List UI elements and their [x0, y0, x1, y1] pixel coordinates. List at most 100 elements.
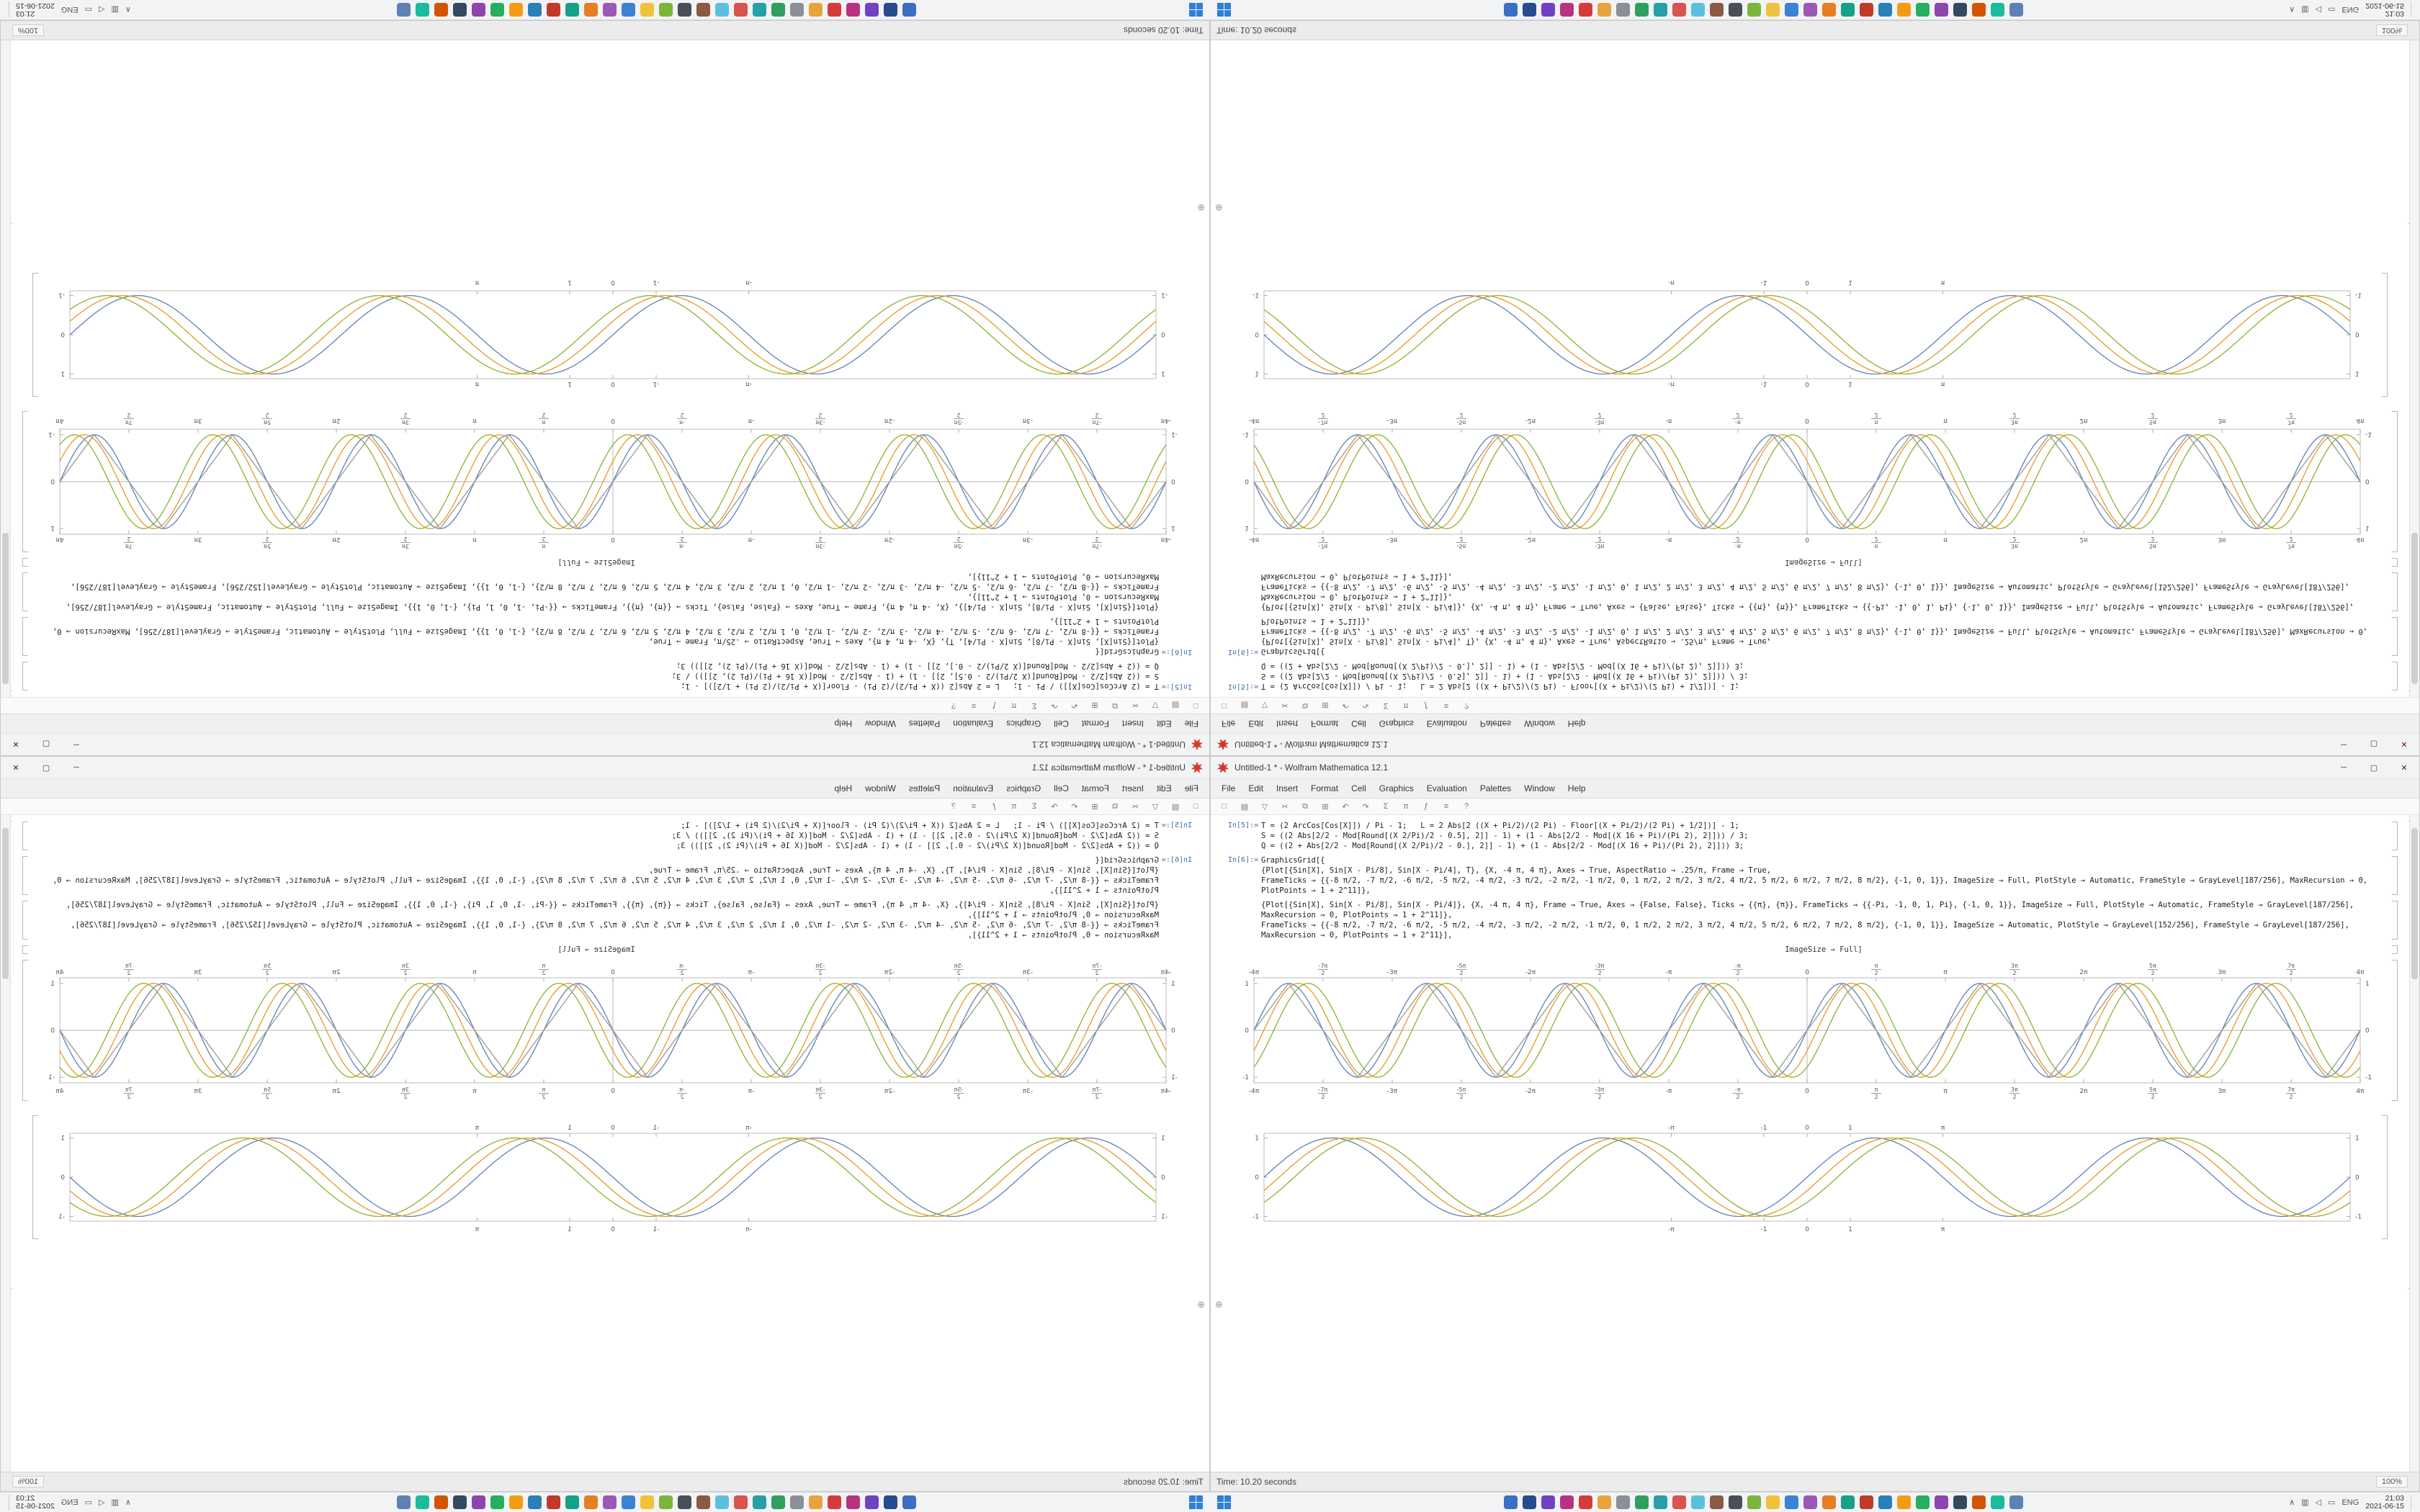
taskbar-app-icon-12[interactable] [1709, 1495, 1724, 1509]
cell-bracket[interactable] [2392, 558, 2398, 567]
taskbar-app-icon-7[interactable] [1615, 1495, 1630, 1509]
undo-icon[interactable]: ↶ [1342, 701, 1349, 710]
menu-item-format[interactable]: Format [1081, 783, 1109, 793]
pi-icon[interactable]: π [1011, 701, 1017, 710]
taskbar-app-icon-7[interactable] [790, 1495, 805, 1509]
redo-icon[interactable]: ↷ [1362, 701, 1369, 710]
menu-item-palettes[interactable]: Palettes [908, 719, 941, 729]
cell-code[interactable]: T = (2 ArcCos[Cos[X]]) / Pi - 1; L = 2 A… [34, 821, 1159, 851]
cell-bracket[interactable] [22, 558, 28, 567]
output-cell-bracket[interactable] [32, 273, 38, 397]
code-line[interactable]: Q = ((2 + Abs[2/2 - Mod[Round[(X 2/Pi)/2… [676, 662, 1159, 670]
taskbar-app-icon-26[interactable] [1971, 1495, 1986, 1509]
output-cell-bracket[interactable] [2382, 1115, 2388, 1239]
taskbar-app-icon-6[interactable] [809, 3, 823, 17]
show-desktop-button[interactable] [2411, 1, 2414, 18]
taskbar-app-icon-13[interactable] [1728, 1495, 1742, 1509]
code-line[interactable]: S = ((2 Abs[2/2 - Mod[Round[(X 2/Pi)/2 -… [671, 672, 1159, 680]
menu-item-evaluation[interactable]: Evaluation [1426, 719, 1467, 729]
taskbar-app-icon-17[interactable] [1803, 3, 1817, 17]
taskbar-app-icon-11[interactable] [1690, 1495, 1705, 1509]
code-line[interactable]: FrameTicks → {{-8 π/2, -7 π/2, -6 π/2, -… [1261, 617, 2372, 636]
taskbar-app-icon-25[interactable] [453, 1495, 467, 1509]
taskbar-app-icon-2[interactable] [1522, 3, 1536, 17]
code-line[interactable]: FrameTicks → {{-8 π/2, -7 π/2, -6 π/2, -… [1261, 921, 2354, 940]
taskbar-app-icon-8[interactable] [771, 3, 786, 17]
cell-bracket[interactable] [2392, 856, 2398, 895]
menu-item-edit[interactable]: Edit [1248, 719, 1264, 729]
taskbar-app-icon-9[interactable] [753, 3, 767, 17]
menu-item-insert[interactable]: Insert [1276, 783, 1299, 793]
start-button[interactable] [1188, 3, 1203, 17]
vertical-scrollbar[interactable] [2409, 815, 2419, 1472]
vertical-scrollbar[interactable] [2409, 40, 2419, 697]
show-desktop-button[interactable] [6, 1, 9, 18]
cut-icon[interactable]: ✂ [1131, 701, 1139, 710]
menu-item-insert[interactable]: Insert [1121, 719, 1144, 729]
taskbar-app-icon-26[interactable] [1971, 3, 1986, 17]
minimize-button[interactable]: ─ [2341, 740, 2347, 749]
taskbar-app-icon-9[interactable] [753, 1495, 767, 1509]
cut-icon[interactable]: ✂ [1281, 701, 1289, 710]
code-line[interactable]: ImageSize → Full] [557, 558, 635, 567]
code-line[interactable]: Q = ((2 + Abs[2/2 - Mod[Round[(X 2/Pi)/2… [1261, 662, 1744, 670]
taskbar-app-icon-20[interactable] [1859, 1495, 1873, 1509]
taskbar-app-icon-21[interactable] [1878, 3, 1892, 17]
code-line[interactable]: {Plot[{Sin[X], Sin[X - Pi/8], Sin[X - Pi… [648, 637, 1159, 646]
taskbar-app-icon-15[interactable] [1765, 3, 1780, 17]
sum-icon[interactable]: Σ [1383, 701, 1389, 710]
taskbar-clock[interactable]: 21:03 2021-06-15 [2365, 1494, 2404, 1511]
code-line[interactable]: FrameTicks → {{-8 π/2, -7 π/2, -6 π/2, -… [1261, 876, 2372, 895]
taskbar-app-icon-19[interactable] [565, 1495, 580, 1509]
taskbar-app-icon-15[interactable] [640, 3, 655, 17]
code-line[interactable]: {Plot[{Sin[X], Sin[X - Pi/8], Sin[X - Pi… [61, 901, 1159, 919]
code-line[interactable]: FrameTicks → {{-8 π/2, -7 π/2, -6 π/2, -… [66, 572, 1159, 591]
chevron-up-icon[interactable]: ∧ [2289, 5, 2295, 14]
menu-item-format[interactable]: Format [1081, 719, 1109, 729]
open-icon[interactable]: ▤ [1171, 802, 1180, 811]
options-icon[interactable]: ≡ [971, 802, 977, 811]
menu-item-file[interactable]: File [1222, 783, 1236, 793]
code-line[interactable]: T = (2 ArcCos[Cos[X]]) / Pi - 1; L = 2 A… [1261, 682, 1739, 690]
taskbar-app-icon-7[interactable] [1615, 3, 1630, 17]
volume-icon[interactable]: ◁ [98, 5, 105, 14]
cut-icon[interactable]: ✂ [1281, 802, 1289, 811]
zoom-level[interactable]: 100% [12, 24, 45, 36]
zoom-level[interactable]: 100% [2375, 24, 2408, 36]
menu-item-cell[interactable]: Cell [1351, 719, 1366, 729]
minimize-button[interactable]: ─ [73, 740, 79, 749]
taskbar-app-icon-14[interactable] [1747, 1495, 1761, 1509]
taskbar-app-icon-17[interactable] [603, 3, 617, 17]
new-notebook-icon[interactable]: □ [1222, 701, 1227, 710]
scrollbar-thumb[interactable] [2411, 828, 2418, 979]
redo-icon[interactable]: ↷ [1051, 802, 1058, 811]
taskbar-app-icon-18[interactable] [584, 3, 599, 17]
save-icon[interactable]: ▽ [1152, 802, 1159, 811]
taskbar-app-icon-20[interactable] [547, 1495, 561, 1509]
cell-code[interactable]: {Plot[{Sin[X], Sin[X - Pi/8], Sin[X - Pi… [1261, 900, 2386, 940]
insert-cell-button[interactable]: ⊕ [1215, 1299, 1223, 1310]
taskbar-app-icon-10[interactable] [734, 3, 748, 17]
taskbar-app-icon-16[interactable] [1784, 1495, 1798, 1509]
taskbar-app-icon-27[interactable] [1990, 3, 2004, 17]
menu-item-palettes[interactable]: Palettes [908, 783, 941, 793]
taskbar-app-icon-16[interactable] [1784, 3, 1798, 17]
cell-code[interactable]: ImageSize → Full] [34, 557, 1159, 567]
taskbar-app-icon-18[interactable] [1821, 1495, 1836, 1509]
zoom-level[interactable]: 100% [2375, 1476, 2408, 1488]
close-button[interactable]: ✕ [12, 763, 19, 773]
taskbar-app-icon-8[interactable] [1634, 1495, 1649, 1509]
redo-icon[interactable]: ↷ [1362, 802, 1369, 811]
menu-item-help[interactable]: Help [1567, 719, 1586, 729]
taskbar-app-icon-11[interactable] [1690, 3, 1705, 17]
taskbar-app-icon-19[interactable] [1840, 3, 1855, 17]
language-indicator[interactable]: ENG [2341, 5, 2360, 14]
menu-item-help[interactable]: Help [834, 719, 853, 729]
menu-item-file[interactable]: File [1184, 783, 1198, 793]
paste-icon[interactable]: ⊞ [1322, 701, 1329, 710]
cell-bracket[interactable] [22, 617, 28, 656]
open-icon[interactable]: ▤ [1240, 802, 1249, 811]
maximize-button[interactable]: ▢ [2370, 739, 2378, 749]
pi-icon[interactable]: π [1011, 802, 1017, 811]
code-line[interactable]: {Plot[{Sin[X], Sin[X - Pi/8], Sin[X - Pi… [1261, 901, 2359, 919]
